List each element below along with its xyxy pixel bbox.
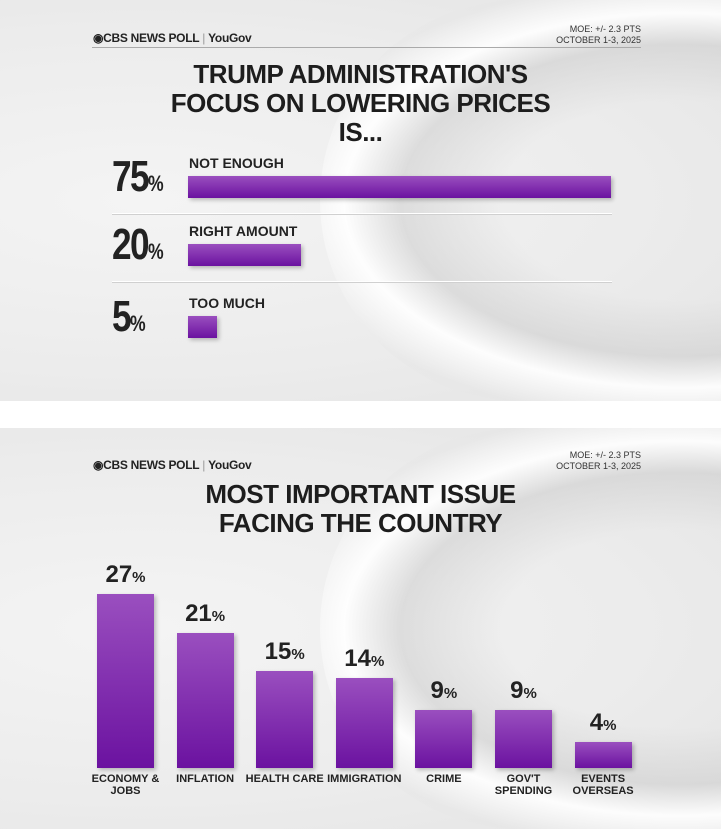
row-divider [112, 213, 612, 214]
cbs-logo: ◉CBS NEWS POLL | YouGov [93, 31, 252, 45]
value-label: 20% [112, 220, 164, 269]
category-label: INFLATION [176, 773, 235, 785]
category-label: GOV'T SPENDING [494, 773, 553, 797]
bar [188, 244, 301, 266]
moe-info: MOE: +/- 2.3 PTS OCTOBER 1-3, 2025 [556, 450, 641, 471]
header-divider [92, 47, 641, 48]
category-label: HEALTH CARE [245, 773, 324, 785]
chart-title: TRUMP ADMINISTRATION'S FOCUS ON LOWERING… [170, 59, 551, 147]
category-label: NOT ENOUGH [189, 155, 284, 171]
bar [176, 632, 234, 768]
bar [335, 677, 393, 768]
value-label: 21% [185, 599, 226, 627]
value-label: 27% [105, 561, 146, 588]
category-label: RIGHT AMOUNT [189, 223, 298, 239]
chart-lowering-prices: ◉CBS NEWS POLL | YouGov MOE: +/- 2.3 PTS OC… [0, 0, 721, 401]
bar [574, 742, 632, 768]
category-label: CRIME [426, 773, 462, 785]
value-label: 9% [430, 677, 458, 704]
value-label: 5% [112, 292, 146, 341]
chart-title: MOST IMPORTANT ISSUE FACING THE COUNTRY [205, 479, 516, 538]
bar [188, 316, 217, 338]
category-label: IMMIGRATION [327, 773, 402, 785]
bar [495, 710, 552, 768]
bar [188, 176, 611, 198]
value-label: 9% [510, 677, 537, 704]
bar [415, 710, 473, 768]
value-label: 15% [264, 638, 305, 666]
bar [97, 594, 154, 768]
row-divider [112, 281, 612, 282]
chart-important-issue: ◉CBS NEWS POLL | YouGov MOE: +/- 2.3 PTS OC… [0, 428, 721, 829]
category-label: TOO MUCH [189, 295, 265, 311]
value-label: 75% [112, 152, 164, 201]
category-label: ECONOMY & JOBS [91, 773, 160, 797]
value-label: 14% [344, 644, 385, 672]
cbs-logo: ◉CBS NEWS POLL | YouGov [93, 458, 252, 472]
moe-info: MOE: +/- 2.3 PTS OCTOBER 1-3, 2025 [556, 24, 641, 45]
value-label: 4% [589, 709, 617, 737]
category-label: EVENTS OVERSEAS [572, 773, 634, 797]
bar [256, 671, 314, 768]
